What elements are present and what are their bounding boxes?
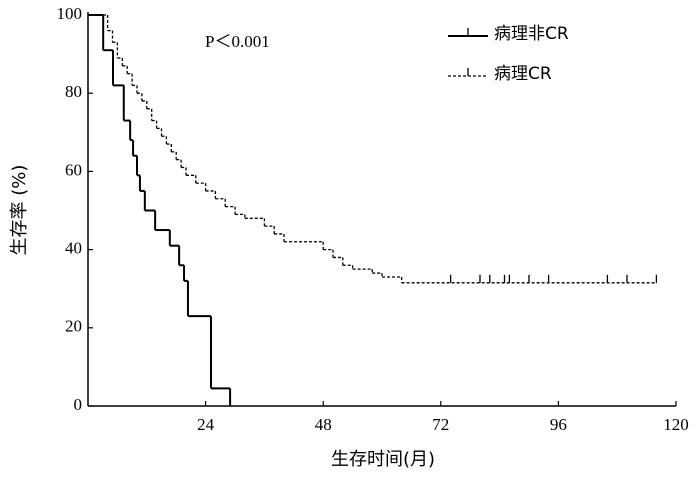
x-tick-label: 120: [663, 415, 689, 434]
y-tick-label: 40: [65, 239, 82, 258]
x-axis-label: 生存时间(月): [331, 449, 435, 470]
x-tick-label: 48: [315, 415, 332, 434]
y-axis-label: 生存率 (%): [9, 165, 30, 256]
y-tick-label: 80: [65, 82, 82, 101]
legend-label: 病理非CR: [494, 24, 569, 44]
x-tick-label: 24: [197, 415, 215, 434]
x-tick-label: 96: [550, 415, 567, 434]
annotation: P＜0.001: [205, 32, 270, 51]
y-tick-label: 60: [65, 160, 82, 179]
y-tick-label: 100: [57, 4, 83, 23]
y-tick-label: 0: [74, 395, 83, 414]
y-tick-label: 20: [65, 317, 82, 336]
legend-label: 病理CR: [494, 64, 552, 84]
x-tick-label: 72: [432, 415, 449, 434]
